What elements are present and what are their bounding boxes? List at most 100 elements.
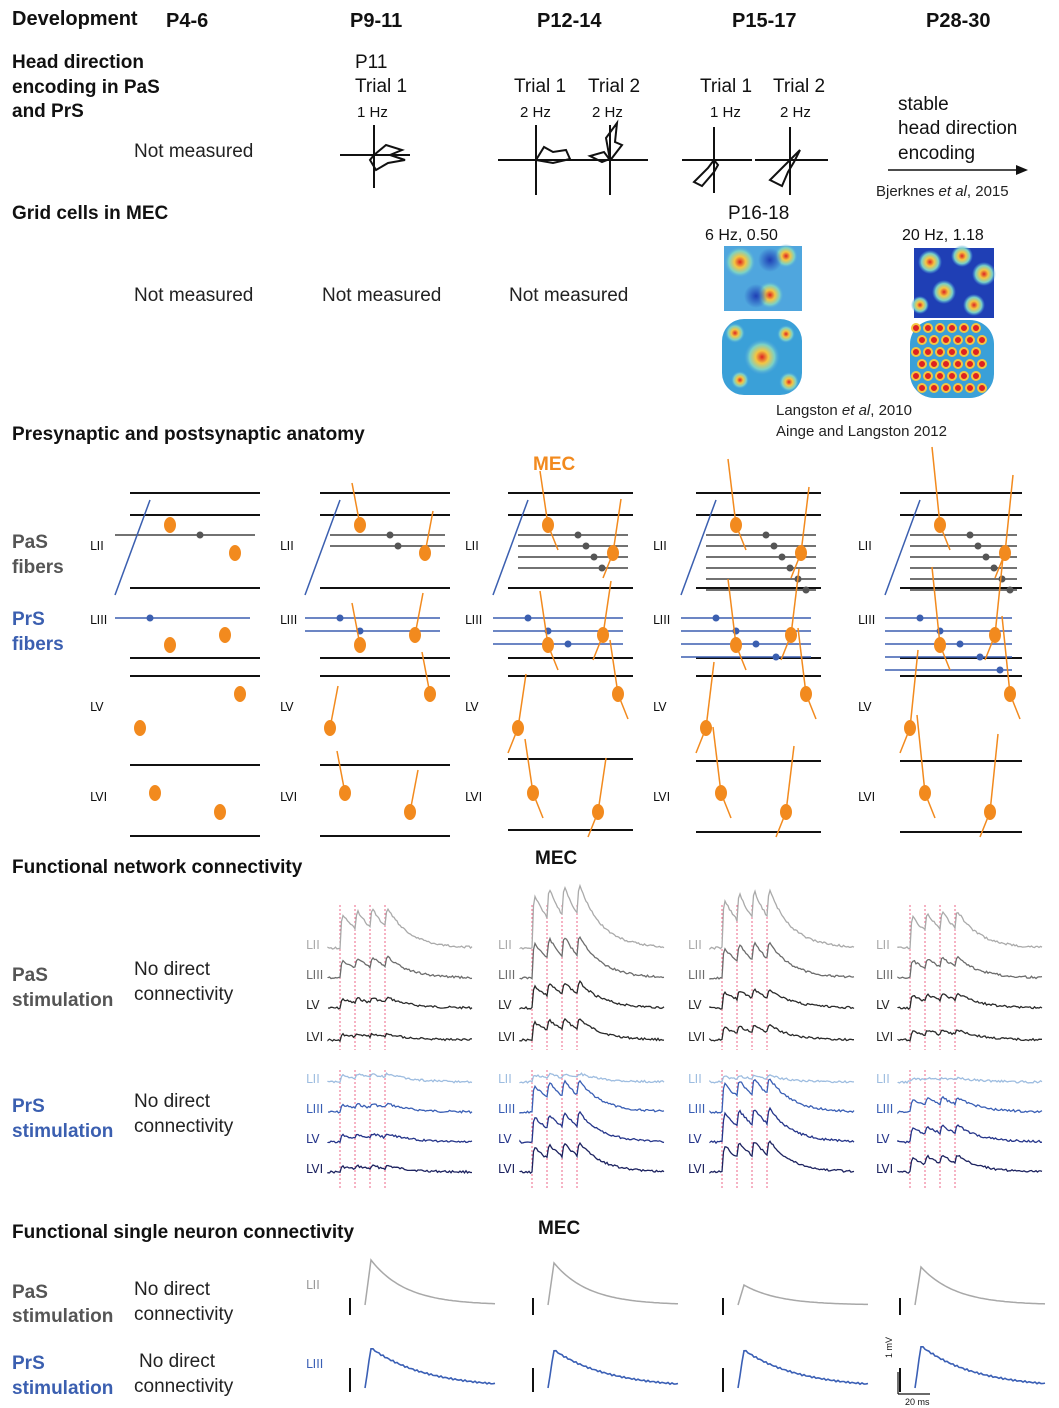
single-neuron-traces bbox=[349, 1258, 1046, 1395]
neuron-dendrite bbox=[424, 510, 434, 554]
neuron-dendrite bbox=[805, 693, 817, 720]
neuron-dendrite bbox=[602, 580, 612, 636]
network-prs-line1: PrS bbox=[12, 1096, 45, 1117]
neuron-dendrite bbox=[790, 568, 800, 636]
hd-p12-trial2: Trial 2 bbox=[588, 76, 641, 97]
autocorr-peak bbox=[911, 347, 921, 357]
pas-bouton bbox=[394, 542, 402, 550]
pas-bouton bbox=[778, 553, 786, 561]
trace-layer-label: LVI bbox=[306, 1162, 324, 1176]
neuron-dendrite bbox=[705, 661, 715, 729]
neuron-dendrite bbox=[507, 727, 519, 754]
neuron-dendrite bbox=[695, 727, 707, 754]
prs-bouton bbox=[916, 614, 924, 622]
neuron-dendrite bbox=[547, 644, 559, 671]
voltage-trace bbox=[897, 955, 1043, 980]
neuron-soma bbox=[149, 785, 161, 801]
grid-p16-stats: 6 Hz, 0.50 bbox=[705, 227, 778, 244]
autocorr-peak bbox=[977, 335, 987, 345]
layer-label: LVI bbox=[858, 790, 876, 804]
voltage-trace bbox=[519, 1110, 665, 1144]
voltage-trace bbox=[519, 883, 665, 950]
prs-fiber bbox=[304, 499, 341, 596]
age-p9-11: P9-11 bbox=[350, 10, 403, 32]
trace-layer-label: LIII bbox=[498, 968, 516, 982]
neuron-dendrite bbox=[800, 486, 810, 554]
trace-layer-label: LV bbox=[876, 1132, 890, 1146]
neuron-dendrite bbox=[712, 726, 722, 794]
neuron-dendrite bbox=[785, 745, 795, 813]
neuron-dendrite bbox=[602, 552, 614, 579]
layer-label: LVI bbox=[653, 790, 671, 804]
layer-label: LV bbox=[653, 700, 667, 714]
layer-label: LIII bbox=[90, 613, 108, 627]
prs-bouton bbox=[564, 640, 572, 648]
layer-label: LII bbox=[465, 539, 479, 553]
trace-layer-label: LVI bbox=[498, 1162, 516, 1176]
pas-bouton bbox=[598, 564, 606, 572]
hd-p15-rate1: 1 Hz bbox=[710, 104, 741, 121]
hd-polar-plot bbox=[682, 127, 752, 193]
layer-label: LIII bbox=[653, 613, 671, 627]
grid-rate-map-p16 bbox=[724, 244, 802, 311]
single-title: Functional single neuron connectivity bbox=[12, 1222, 355, 1243]
pas-bouton bbox=[582, 542, 590, 550]
layer-label: LVI bbox=[90, 790, 108, 804]
hd-polar-plot bbox=[498, 125, 580, 195]
voltage-trace bbox=[709, 1106, 855, 1145]
neuron-dendrite bbox=[414, 592, 424, 636]
voltage-trace bbox=[327, 1102, 473, 1114]
autocorr-peak bbox=[971, 347, 981, 357]
prs-bouton bbox=[996, 666, 1004, 674]
neuron-soma bbox=[219, 627, 231, 643]
anatomy-prs-line1: PrS bbox=[12, 609, 45, 630]
single-prs-nodirect-2: connectivity bbox=[134, 1376, 234, 1397]
grid-reference-2: Ainge and Langston 2012 bbox=[776, 423, 947, 440]
neuron-dendrite bbox=[797, 627, 807, 695]
grid-rate-map-p28 bbox=[911, 245, 996, 318]
hd-title-line1: Head direction bbox=[12, 52, 144, 73]
anatomy-pas-line2: fibers bbox=[12, 557, 64, 578]
voltage-trace bbox=[519, 1072, 665, 1084]
prs-fiber bbox=[680, 499, 717, 596]
prs-fiber bbox=[114, 499, 151, 596]
prs-bouton bbox=[956, 640, 964, 648]
neuron-dendrite bbox=[989, 733, 999, 813]
grid-autocorr-p16 bbox=[722, 319, 802, 395]
pas-bouton bbox=[196, 531, 204, 539]
hd-p9-rate: 1 Hz bbox=[357, 104, 388, 121]
neuron-dendrite bbox=[409, 769, 419, 813]
autocorr-peak bbox=[947, 323, 957, 333]
autocorr-peak bbox=[965, 359, 975, 369]
single-pas-line2: stimulation bbox=[12, 1306, 114, 1327]
voltage-trace bbox=[709, 1023, 854, 1042]
neuron-dendrite bbox=[780, 634, 792, 661]
voltage-trace bbox=[709, 941, 855, 980]
trace-layer-label: LIII bbox=[306, 1102, 324, 1116]
autocorr-peak bbox=[911, 371, 921, 381]
layer-label: LV bbox=[858, 700, 872, 714]
neuron-dendrite bbox=[984, 634, 996, 661]
neuron-dendrite bbox=[994, 556, 1004, 636]
single-prs-line2: stimulation bbox=[12, 1378, 114, 1399]
layer-label: LV bbox=[280, 700, 294, 714]
age-p15-17: P15-17 bbox=[732, 10, 797, 32]
autocorr-peak bbox=[923, 347, 933, 357]
voltage-trace bbox=[327, 1164, 472, 1174]
prs-bouton bbox=[772, 653, 780, 661]
hd-stable-line3: encoding bbox=[898, 143, 976, 164]
hd-polar-plot bbox=[340, 125, 410, 188]
neuron-dendrite bbox=[1004, 474, 1014, 554]
neuron-dendrite bbox=[539, 470, 549, 526]
prs-epsp-trace bbox=[547, 1349, 679, 1389]
network-prs-nodirect-1: No direct bbox=[134, 1091, 211, 1112]
hd-p12-rate1: 2 Hz bbox=[520, 104, 551, 121]
stable-arrow bbox=[888, 165, 1028, 175]
trace-layer-label: LVI bbox=[688, 1162, 706, 1176]
anatomy-title: Presynaptic and postsynaptic anatomy bbox=[12, 424, 365, 445]
layer-label: LIII bbox=[280, 613, 298, 627]
network-pas-line2: stimulation bbox=[12, 990, 114, 1011]
hd-polar-plot bbox=[575, 119, 648, 195]
hd-stable-line2: head direction bbox=[898, 118, 1018, 139]
